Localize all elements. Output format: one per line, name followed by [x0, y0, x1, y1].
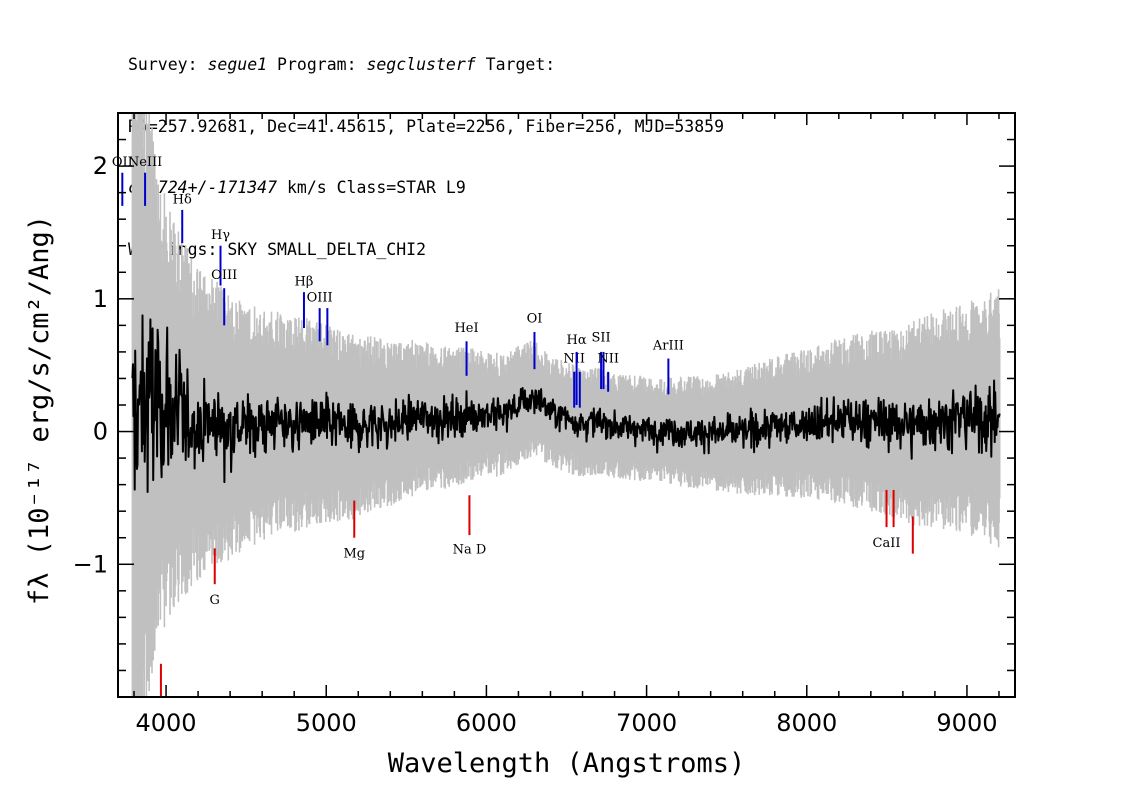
x-tick-label: 8000 — [776, 709, 837, 737]
survey-label: Survey: — [128, 55, 208, 74]
y-tick-label: 2 — [93, 152, 108, 180]
x-axis-label: Wavelength (Angstroms) — [388, 748, 746, 779]
x-tick-label: 6000 — [456, 709, 517, 737]
header-line-1: Survey: segue1 Program: segclusterf Targ… — [128, 55, 724, 76]
error-band — [131, 113, 1001, 697]
absorption-line-label: Na D — [453, 543, 487, 558]
axis-ticks: 4000 5000 6000 7000 8000 9000 −1 0 1 2 — [73, 113, 1015, 737]
program-label: Program: — [267, 55, 367, 74]
emission-line-label: OI — [527, 312, 543, 327]
emission-line-label: OIII — [307, 290, 333, 305]
emission-line-label: Hα — [567, 333, 587, 348]
absorption-line-label: CaII — [873, 536, 901, 551]
emission-line-label: ArIII — [652, 338, 684, 353]
emission-line-label: OIII — [211, 268, 237, 283]
emission-line-label: NII — [597, 352, 619, 367]
header-line-3: cz=724+/-171347 km/s Class=STAR L9 — [128, 178, 724, 199]
emission-line-label: Hβ — [295, 275, 314, 290]
header-line-2: RA=257.92681, Dec=41.45615, Plate=2256, … — [128, 116, 725, 136]
flux-line — [131, 314, 1001, 493]
flux-series — [131, 314, 1001, 493]
emission-line-label: SII — [592, 330, 611, 345]
survey-value: segue1 — [207, 55, 268, 74]
y-tick-label: 0 — [93, 418, 108, 446]
x-tick-label: 7000 — [616, 709, 677, 737]
target-label: Target: — [475, 55, 556, 74]
emission-line-label: Hδ — [173, 192, 192, 207]
absorption-line-label: Mg — [343, 547, 365, 562]
x-tick-label: 9000 — [936, 709, 997, 737]
redshift-value: cz=724+/-171347 — [128, 178, 278, 197]
absorption-line-label: G — [210, 593, 220, 608]
y-axis-label: fλ (10⁻¹⁷ erg/s/cm²/Ang) — [24, 215, 55, 605]
emission-line-label: HeI — [454, 321, 478, 336]
error-envelope — [131, 113, 1001, 697]
emission-line-label: Hγ — [211, 228, 230, 243]
program-value: segclusterf — [366, 55, 476, 74]
x-tick-label: 5000 — [296, 709, 357, 737]
x-tick-label: 4000 — [136, 709, 197, 737]
y-tick-label: 1 — [93, 285, 108, 313]
emission-line-label: NeIII — [128, 155, 162, 170]
emission-line-label: NII — [563, 352, 585, 367]
y-tick-label: −1 — [73, 550, 108, 578]
class-text: km/s Class=STAR L9 — [277, 178, 466, 197]
